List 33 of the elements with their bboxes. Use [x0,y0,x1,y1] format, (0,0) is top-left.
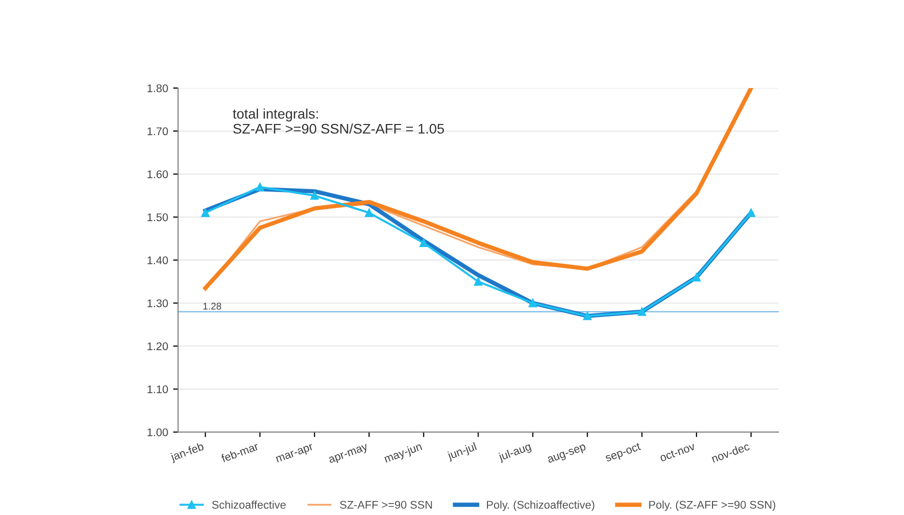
x-tick-label: sep-oct [604,442,642,464]
point [310,191,319,200]
x-tick-label: aug-sep [547,444,587,466]
y-tick-label: 1.00 [148,428,168,436]
legend-label: Poly. (Schizoaffective) [486,500,594,511]
y-tick-label: 1.20 [148,342,168,350]
x-tick-label: feb-mar [220,442,260,463]
point [364,208,374,217]
legend-label: SZ-AFF >=90 SSN [340,500,432,509]
x-tick-label: may-jun [384,442,423,465]
point [474,277,482,286]
point [583,312,592,320]
annotation: total integrals: SZ-AFF >=90 SSN/SZ-AFF = 1.05 [232,108,444,134]
legend-label: Poly. (SZ-AFF >=90 SSN) [649,500,776,511]
y-tick-label: 1.80 [148,84,168,92]
point [638,308,646,316]
x-tick-label: nov-dec [711,442,750,463]
y-tick-label: 1.30 [148,299,168,308]
x-tick-label: mar-apr [276,444,314,465]
point [419,238,428,248]
y-tick-label: 1.10 [148,385,168,394]
ref-line-label: 1.28 [203,302,222,310]
x-tick-label: oct-nov [659,442,696,462]
legend-label: Schizoaffective [212,500,286,509]
point [528,298,537,308]
point [256,182,264,192]
y-tick-label: 1.50 [148,213,168,222]
y-tick-label: 1.70 [148,127,168,136]
point [692,273,701,282]
y-tick-label: 1.40 [148,256,168,264]
point [746,208,756,217]
point [201,208,210,217]
y-tick-label: 1.60 [148,170,168,178]
